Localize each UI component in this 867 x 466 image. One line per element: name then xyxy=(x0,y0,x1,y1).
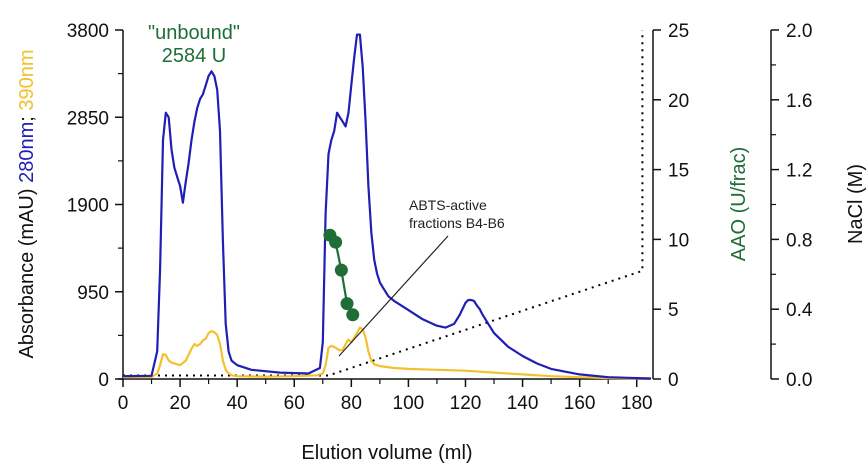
y-left-tick-label: 950 xyxy=(77,283,109,304)
series-line-390nm xyxy=(123,326,651,380)
y-right1-tick-label: 25 xyxy=(668,21,689,42)
series-point-aao xyxy=(334,263,348,277)
x-tick-label: 120 xyxy=(450,393,482,414)
x-tick-label: 0 xyxy=(118,393,129,414)
x-tick-label: 40 xyxy=(227,393,248,414)
x-tick-label: 160 xyxy=(564,393,596,414)
y-right2-tick-label: 1.2 xyxy=(786,161,812,182)
y-right1-tick-label: 10 xyxy=(668,230,689,251)
y-left-title-part-absorbance: Absorbance (mAU) xyxy=(16,183,38,359)
x-tick-label: 80 xyxy=(341,393,362,414)
series-point-aao xyxy=(329,235,343,249)
y-right2-tick-label: 0.0 xyxy=(786,370,812,391)
x-tick-label: 100 xyxy=(393,393,425,414)
y-right2-tick-label: 2.0 xyxy=(786,21,812,42)
abts-annotation-line2: fractions B4-B6 xyxy=(409,215,505,231)
y-right1-tick-label: 0 xyxy=(668,370,679,391)
y-left-title-part-280nm: 280nm xyxy=(16,122,38,183)
series-point-aao xyxy=(346,308,360,322)
series-line-280nm xyxy=(122,33,652,380)
y-right1-tick-label: 5 xyxy=(668,300,679,321)
axes-layer: 0 20 40 60 80 100 120 140 160 1800950190028503800… xyxy=(67,21,813,414)
y-left-tick-label: 1900 xyxy=(67,196,109,217)
y-left-axis-title: Absorbance (mAU) 280nm; 390nm xyxy=(16,49,38,358)
x-tick-label: 20 xyxy=(170,393,191,414)
series-point-aao xyxy=(340,297,354,311)
abts-annotation-line1: ABTS-active xyxy=(409,197,487,213)
series-line-nacl xyxy=(123,30,644,377)
x-tick-label: 180 xyxy=(621,393,653,414)
y-right1-tick-label: 20 xyxy=(668,91,689,112)
unbound-annotation-line1: "unbound" xyxy=(148,22,240,44)
x-tick-label: 60 xyxy=(284,393,305,414)
y-left-tick-label: 0 xyxy=(98,370,109,391)
y-right2-tick-label: 0.8 xyxy=(786,230,812,251)
x-tick-label: 140 xyxy=(507,393,539,414)
y-left-title-part-390nm: 390nm xyxy=(16,49,38,110)
y-left-title-part-separator: ; xyxy=(16,111,38,122)
series-layer xyxy=(122,30,652,380)
y-right2-tick-label: 1.6 xyxy=(786,91,812,112)
y-right1-axis-title: AAO (U/frac) xyxy=(728,147,750,261)
y-right2-tick-label: 0.4 xyxy=(786,300,813,321)
unbound-annotation-line2: 2584 U xyxy=(162,45,227,67)
x-axis-title: Elution volume (ml) xyxy=(301,442,472,464)
y-left-tick-label: 3800 xyxy=(67,21,109,42)
y-left-tick-label: 2850 xyxy=(67,108,109,129)
y-right1-tick-label: 15 xyxy=(668,161,689,182)
abts-annotation-leader xyxy=(338,235,449,357)
y-right2-axis-title: NaCl (M) xyxy=(845,164,867,244)
